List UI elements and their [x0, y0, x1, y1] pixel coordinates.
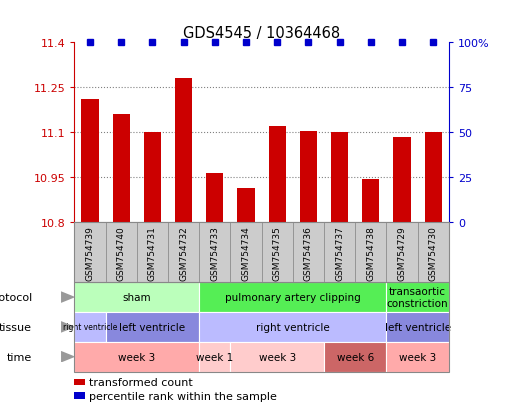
Bar	[113, 115, 130, 223]
Text: transformed count: transformed count	[89, 377, 192, 387]
Text: protocol: protocol	[0, 292, 32, 302]
Text: GSM754732: GSM754732	[179, 226, 188, 280]
Bar	[393, 138, 410, 223]
Bar	[300, 131, 317, 223]
Text: sham: sham	[123, 292, 151, 302]
Text: right ventricle: right ventricle	[256, 322, 330, 332]
Text: GSM754735: GSM754735	[273, 225, 282, 280]
Text: GSM754733: GSM754733	[210, 225, 220, 280]
Text: GSM754730: GSM754730	[429, 225, 438, 280]
Text: right ventricle: right ventricle	[63, 323, 117, 332]
Bar	[269, 127, 286, 223]
Text: transaortic
constriction: transaortic constriction	[387, 287, 448, 308]
Text: week 3: week 3	[259, 352, 296, 362]
Text: GSM754739: GSM754739	[86, 225, 94, 280]
Text: GSM754729: GSM754729	[398, 226, 407, 280]
Polygon shape	[61, 351, 75, 363]
Text: pulmonary artery clipping: pulmonary artery clipping	[225, 292, 361, 302]
Text: GSM754737: GSM754737	[335, 225, 344, 280]
Text: left ventricle: left ventricle	[120, 322, 186, 332]
Bar	[144, 133, 161, 223]
Text: percentile rank within the sample: percentile rank within the sample	[89, 391, 277, 401]
Text: GSM754740: GSM754740	[116, 226, 126, 280]
Text: week 3: week 3	[118, 352, 155, 362]
Text: week 6: week 6	[337, 352, 374, 362]
Text: GSM754738: GSM754738	[366, 225, 376, 280]
Text: week 3: week 3	[399, 352, 436, 362]
Title: GDS4545 / 10364468: GDS4545 / 10364468	[183, 26, 340, 41]
Text: tissue: tissue	[0, 322, 32, 332]
Bar	[238, 188, 254, 223]
Bar	[331, 133, 348, 223]
Bar	[425, 133, 442, 223]
Bar	[362, 179, 380, 223]
Text: GSM754736: GSM754736	[304, 225, 313, 280]
Bar	[82, 100, 98, 223]
Bar	[175, 79, 192, 223]
Text: time: time	[7, 352, 32, 362]
Text: left ventricle: left ventricle	[385, 322, 451, 332]
Bar	[206, 173, 223, 223]
Polygon shape	[61, 292, 75, 303]
Text: week 1: week 1	[196, 352, 233, 362]
Text: GSM754734: GSM754734	[242, 226, 250, 280]
Text: GSM754731: GSM754731	[148, 225, 157, 280]
Polygon shape	[61, 321, 75, 333]
